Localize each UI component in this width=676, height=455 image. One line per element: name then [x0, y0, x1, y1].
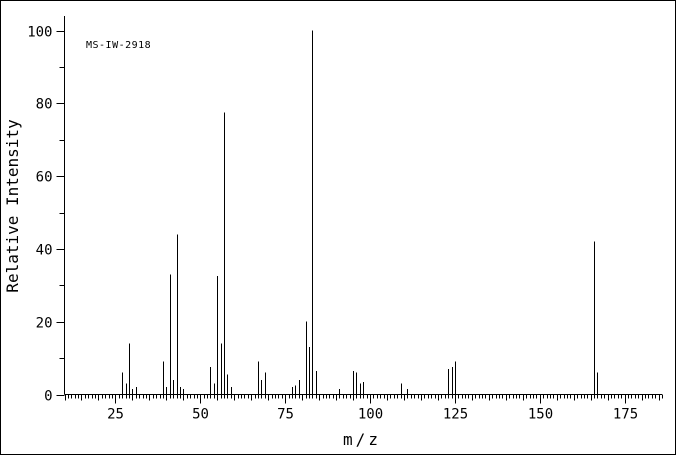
y-tick-label: 0: [44, 389, 52, 405]
x-tick-label: 150: [528, 407, 553, 423]
x-ticks: 25 50 75 100 125 150 175: [65, 394, 663, 423]
y-tick-label: 100: [27, 25, 52, 41]
y-tick-label: 80: [36, 97, 53, 113]
x-tick-label: 25: [107, 407, 124, 423]
y-tick-label: 40: [36, 243, 53, 259]
x-tick-label: 175: [613, 407, 638, 423]
x-tick-label: 75: [277, 407, 294, 423]
x-tick-label: 100: [358, 407, 383, 423]
axes: [64, 16, 662, 395]
x-tick-label: 125: [443, 407, 468, 423]
spectrum-id-label: MS-IW-2918: [86, 40, 151, 51]
y-tick-label: 60: [36, 170, 53, 186]
x-tick-label: 50: [192, 407, 209, 423]
y-tick-label: 20: [36, 316, 53, 332]
y-axis-title: Relative Intensity: [3, 119, 22, 293]
y-ticks: 0 20 40 60 80 100: [27, 25, 65, 405]
x-axis-title: m/z: [343, 430, 381, 449]
peaks-group: [122, 30, 598, 394]
